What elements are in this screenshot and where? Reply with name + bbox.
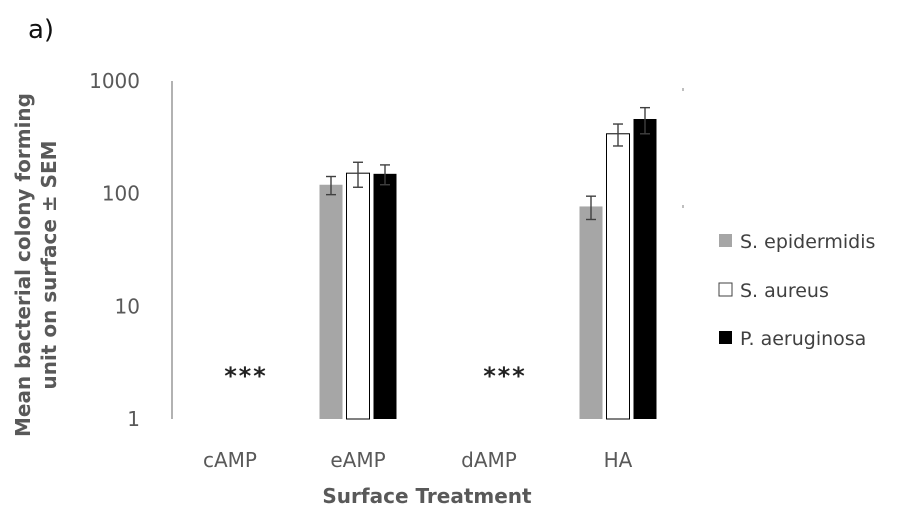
annotations: *** *** [223,362,525,390]
error-bar-p-aeruginosa-eamp [380,164,390,186]
y-axis-title: Mean bacterial colony forming unit on su… [11,93,61,437]
bar-s-aureus-eamp [346,172,370,420]
significance-annotation: *** [482,362,525,390]
x-tick-label: dAMP [461,448,517,472]
legend-swatch [718,282,733,297]
legend-label: P. aeruginosa [740,328,866,350]
panel-label: a) [28,15,54,45]
bar-s-epidermidis-ha [579,206,603,419]
y-tick-label: 100 [102,182,140,206]
y-axis-title-line-1: Mean bacterial colony forming [11,93,35,437]
legend: S. epidermidis S. aureus P. aeruginosa [718,231,875,350]
x-tick-label: eAMP [330,448,385,472]
legend-swatch [719,234,732,247]
error-bars [326,106,650,221]
legend-swatch [719,331,732,344]
error-bar-s-epidermidis-ha [586,195,596,221]
error-bar-s-epidermidis-eamp [326,175,336,196]
legend-item-s-epidermidis: S. epidermidis [719,231,875,253]
y-axis-title-line-2: unit on surface ± SEM [37,140,61,389]
x-tick-labels: cAMP eAMP dAMP HA [203,448,633,472]
legend-item-s-aureus: S. aureus [718,280,829,302]
bar-s-epidermidis-eamp [319,184,343,419]
x-tick-label: HA [604,448,633,472]
y-tick-label: 1000 [89,69,140,93]
bar-p-aeruginosa-ha [633,118,657,420]
legend-item-p-aeruginosa: P. aeruginosa [719,328,866,350]
error-bar-p-aeruginosa-ha [640,106,650,135]
bar-s-aureus-ha [606,133,630,420]
significance-annotation: *** [223,362,266,390]
y-tick-label: 10 [115,294,140,318]
bars [319,118,657,420]
legend-label: S. aureus [740,280,829,302]
error-bar-s-aureus-eamp [353,161,363,188]
x-axis-title: Surface Treatment [322,484,532,508]
x-tick-label: cAMP [203,448,257,472]
bar-p-aeruginosa-eamp [373,173,397,419]
y-tick-label: 1 [127,407,140,431]
y-tick-labels: 1 10 100 1000 [89,69,140,431]
error-bar-s-aureus-ha [613,123,623,147]
legend-label: S. epidermidis [740,231,875,253]
